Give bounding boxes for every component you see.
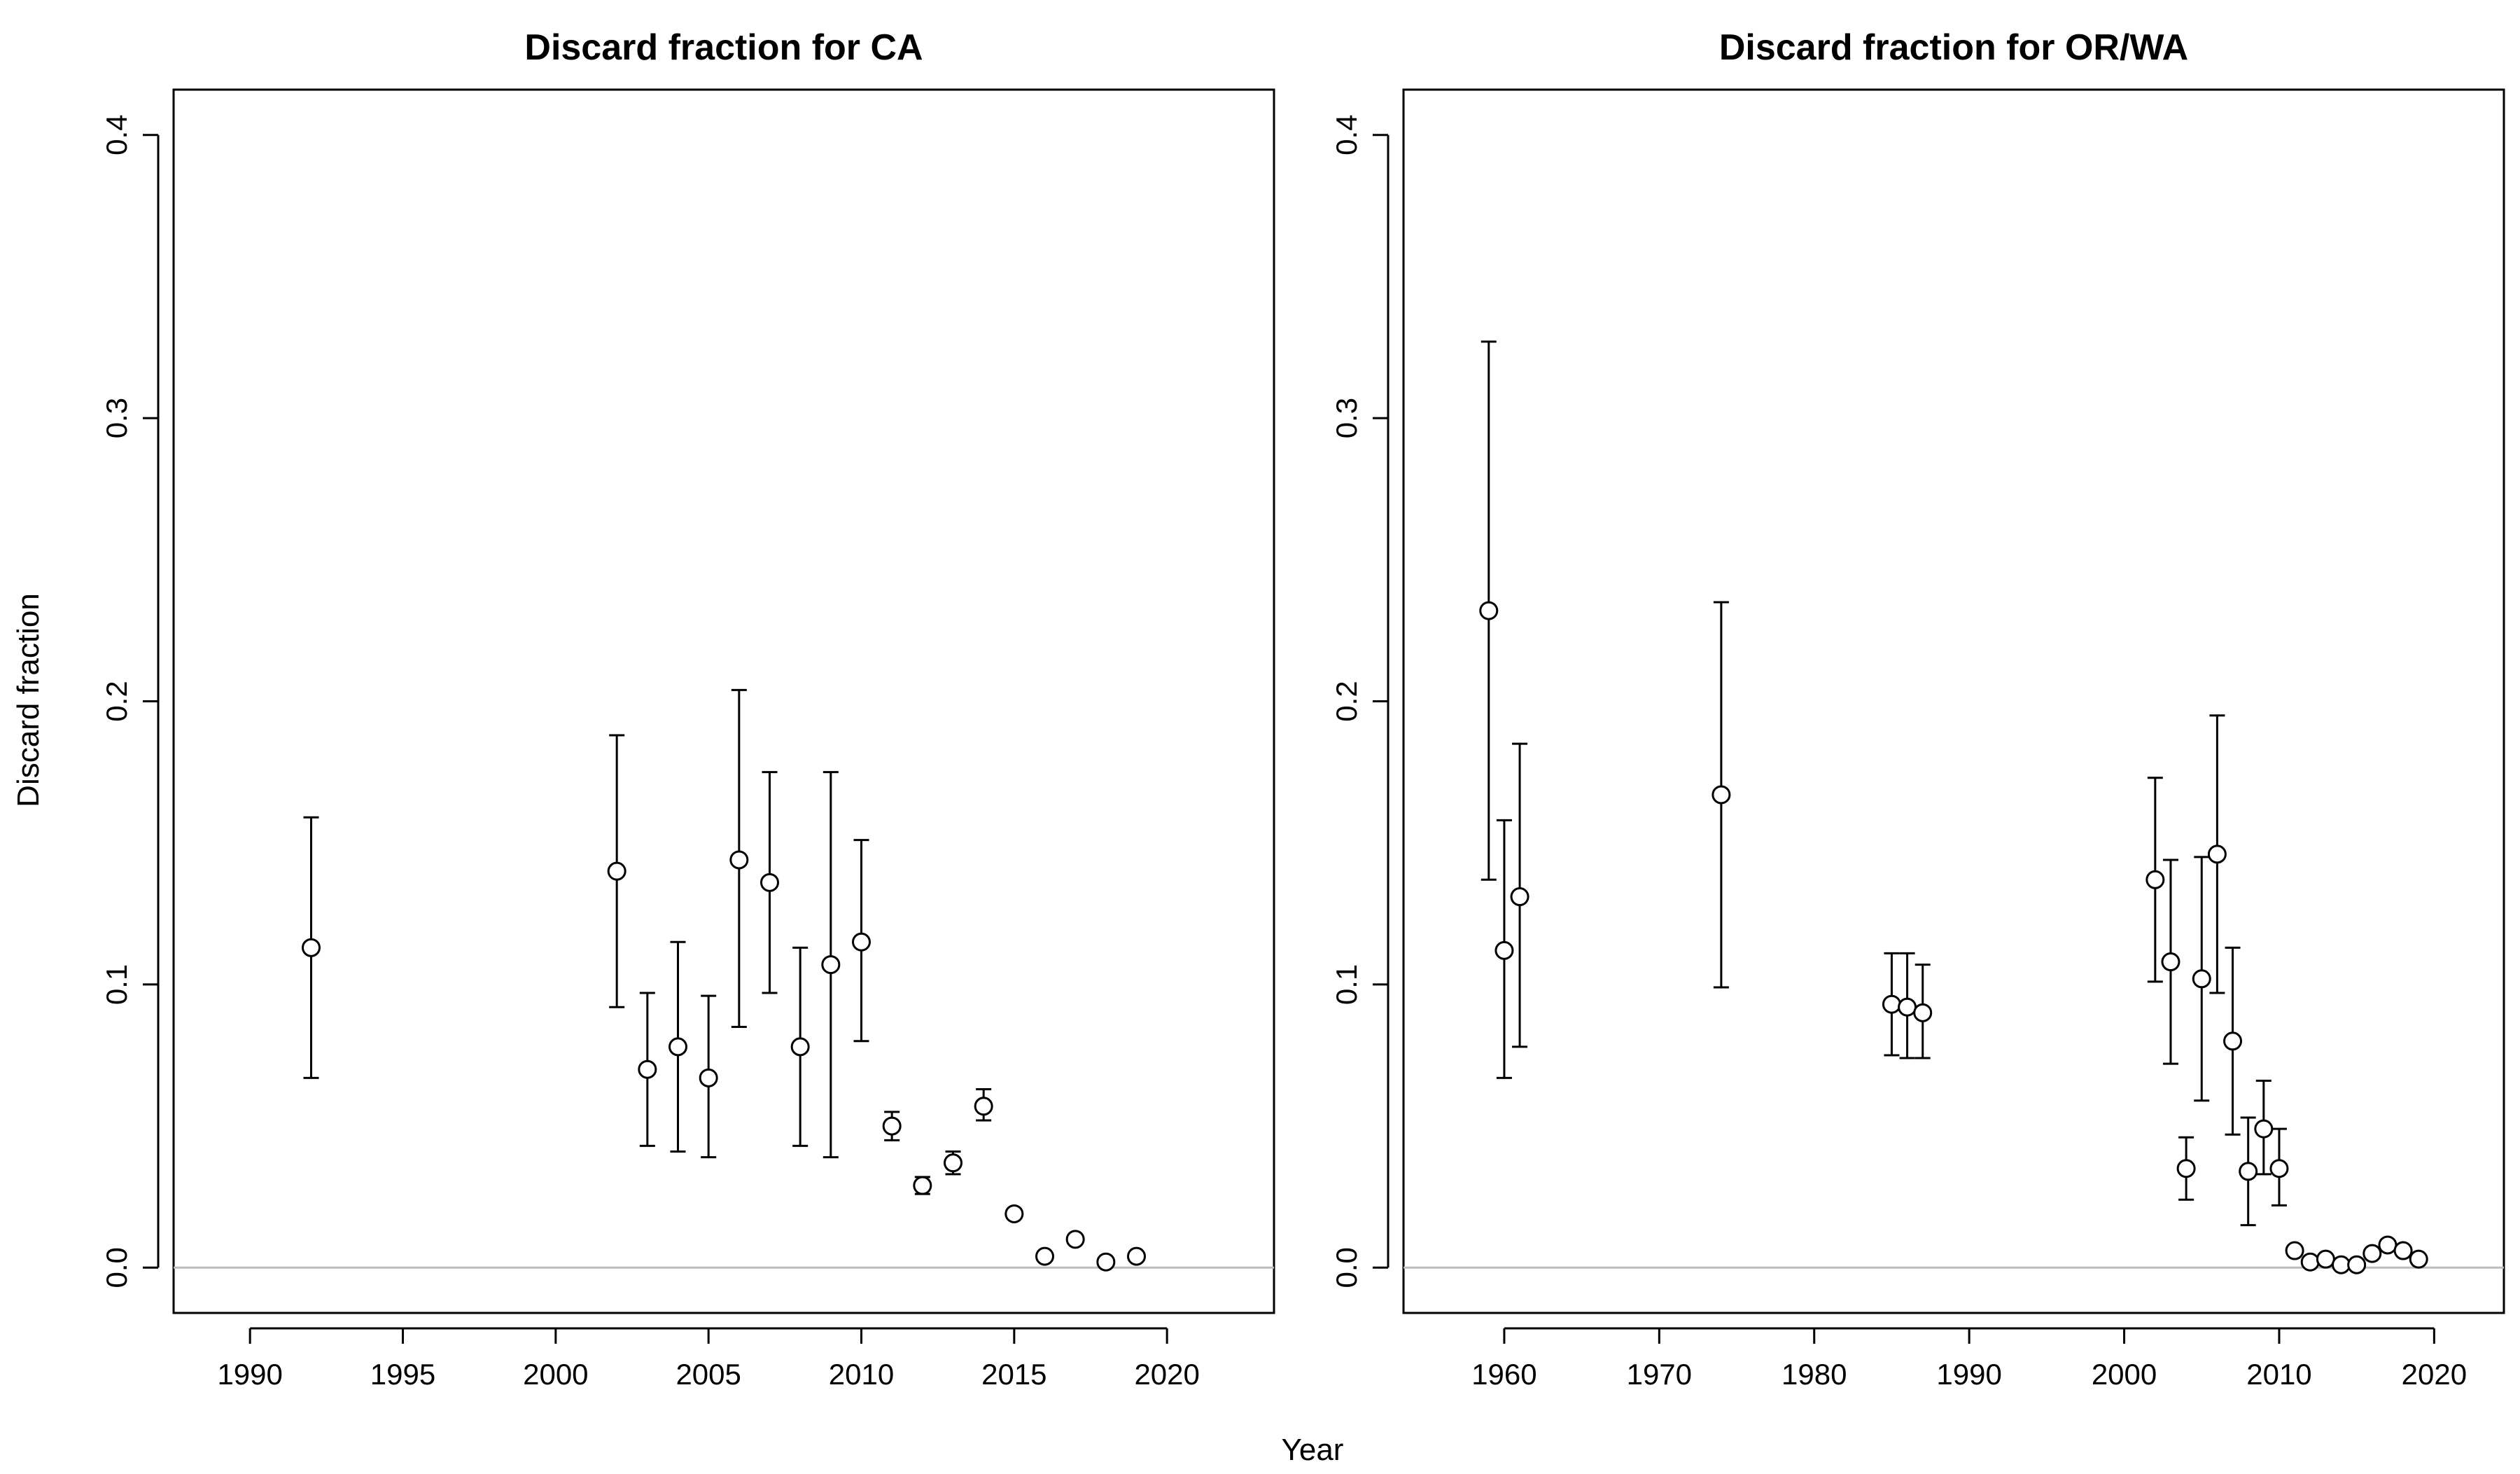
data-point [302, 938, 321, 957]
data-point [2332, 1255, 2351, 1274]
y-tick-label: 0.4 [1330, 115, 1363, 155]
data-point [1913, 1003, 1933, 1022]
plot-frame [1402, 88, 2505, 1314]
y-axis-label: Discard fraction [11, 593, 46, 807]
x-tick-label: 2015 [981, 1358, 1046, 1391]
data-point [699, 1068, 718, 1087]
y-tick-label: 0.0 [100, 1247, 133, 1288]
data-point [1479, 601, 1499, 620]
panel-title: Discard fraction for OR/WA [1719, 27, 2188, 68]
x-tick-label: 2000 [523, 1358, 588, 1391]
data-point [1127, 1246, 1146, 1266]
data-point [2316, 1249, 2335, 1269]
plot-frame [172, 88, 1275, 1314]
data-point [1096, 1252, 1116, 1272]
data-point [668, 1037, 687, 1057]
data-point [2393, 1241, 2413, 1260]
x-tick-label: 2000 [2092, 1358, 2157, 1391]
x-axis-label: Year [1282, 1433, 1344, 1467]
data-point [1712, 785, 1731, 805]
data-point [821, 955, 841, 975]
data-point [1882, 994, 1901, 1014]
data-point [2378, 1235, 2398, 1255]
data-point [2300, 1252, 2320, 1272]
y-tick-label: 0.3 [100, 398, 133, 438]
data-point [760, 872, 779, 892]
data-point [1004, 1204, 1024, 1223]
data-point [944, 1153, 962, 1173]
x-tick-label: 2020 [1134, 1358, 1199, 1391]
panel-orwa: Discard fraction for OR/WA 1960 1970 1980 19… [1330, 27, 2505, 1391]
x-tick-label: 1995 [370, 1358, 435, 1391]
panel-ca: Discard fraction for CA 1990 1995 2000 2005 2… [100, 27, 1275, 1391]
data-point [2192, 969, 2211, 989]
data-point [1898, 997, 1917, 1017]
x-tick-label: 1990 [217, 1358, 282, 1391]
y-tick-label: 0.2 [100, 681, 133, 721]
panel-title: Discard fraction for CA [524, 27, 923, 68]
data-point [882, 1116, 902, 1136]
data-point [790, 1037, 810, 1057]
x-tick-label: 2005 [676, 1358, 741, 1391]
data-point [2146, 870, 2165, 889]
data-point [2207, 844, 2227, 864]
data-point [2347, 1255, 2367, 1274]
x-tick-label: 2020 [2402, 1358, 2467, 1391]
data-point [2409, 1249, 2428, 1269]
data-point [2269, 1159, 2289, 1178]
data-point [2362, 1244, 2382, 1263]
data-point [2161, 952, 2180, 972]
y-tick-label: 0.1 [1330, 964, 1363, 1005]
x-tick-label: 2010 [2246, 1358, 2311, 1391]
data-point [1065, 1230, 1085, 1249]
y-tick-label: 0.3 [1330, 398, 1363, 438]
x-tick-label: 1970 [1627, 1358, 1692, 1391]
data-point [2285, 1241, 2304, 1260]
data-point [1035, 1246, 1054, 1266]
y-tick-label: 0.1 [100, 964, 133, 1005]
data-point [1510, 887, 1530, 907]
data-point [1494, 940, 1514, 960]
data-point [2254, 1119, 2274, 1139]
y-tick-label: 0.4 [100, 115, 133, 155]
data-point [2176, 1159, 2196, 1178]
data-point [913, 1176, 932, 1195]
x-tick-label: 1980 [1782, 1358, 1847, 1391]
data-point [852, 932, 871, 952]
x-tick-label: 1990 [1936, 1358, 2001, 1391]
data-point [2223, 1031, 2243, 1051]
x-tick-label: 1960 [1471, 1358, 1536, 1391]
y-tick-label: 0.2 [1330, 681, 1363, 721]
y-tick-label: 0.0 [1330, 1247, 1363, 1288]
data-point [729, 850, 749, 870]
data-point [638, 1059, 657, 1079]
x-tick-label: 2010 [829, 1358, 894, 1391]
data-point [2239, 1162, 2258, 1181]
data-point [974, 1097, 993, 1116]
data-point [607, 861, 626, 881]
